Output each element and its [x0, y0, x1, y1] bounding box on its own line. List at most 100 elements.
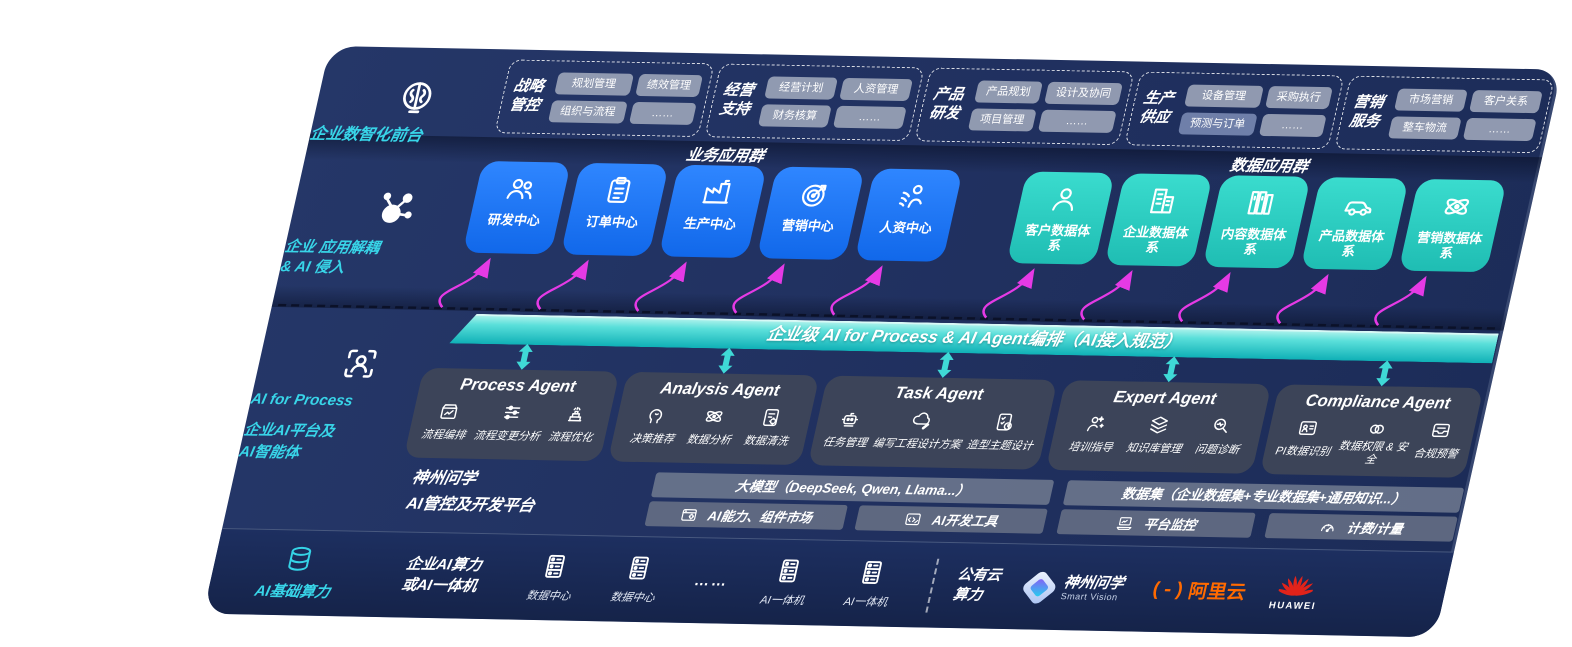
agent-capability: 知识库管理 — [1125, 414, 1189, 457]
ai-appliance-node: AI一体机 — [842, 558, 897, 610]
huawei-logo: HUAWEI — [1268, 573, 1323, 612]
data-tile-label: 客户数据体系 — [1023, 222, 1093, 253]
aliyun-logo-icon: (-) — [1148, 578, 1188, 601]
front-group-name: 产品研发 — [927, 85, 966, 123]
front-chip: …… — [1258, 113, 1327, 138]
front-chip: 财务核算 — [757, 104, 832, 128]
agent-capability: 问题诊断 — [1193, 415, 1246, 458]
front-group-chips: 设备管理 采购执行 预测与订单 …… — [1177, 84, 1333, 138]
capability-label: 合规预警 — [1412, 447, 1460, 461]
app-tile-label: 人资中心 — [878, 219, 934, 236]
node-label: 数据中心 — [609, 591, 656, 605]
agent-items: PI数据识别 数据权限 & 安全 合规预警 — [1262, 416, 1477, 468]
person-icon — [1045, 183, 1084, 215]
platform-tool-devtool: AI开发工具 — [854, 505, 1048, 534]
front-chip: 项目管理 — [967, 108, 1037, 132]
data-tile-label: 内容数据体系 — [1219, 226, 1289, 257]
app-tile-label: 研发中心 — [486, 212, 542, 229]
front-group-name: 战略管控 — [507, 77, 546, 115]
clipboard-icon — [599, 174, 638, 206]
database-icon — [281, 544, 318, 574]
head-chat-icon — [644, 404, 671, 426]
layers-icon — [1146, 414, 1173, 436]
infra-rail: AI基础算力 — [226, 543, 367, 602]
orchestration-bar: 企业级 AI for Process & AI Agent编排（AI接入规范） — [449, 313, 1498, 363]
capability-label: 培训指导 — [1067, 441, 1114, 455]
columns-icon — [1241, 187, 1280, 219]
agent-capability: 编写工程设计方案 — [871, 409, 968, 453]
agent-capability: 合规预警 — [1412, 419, 1465, 462]
ai-appliance-node: AI一体机 — [759, 557, 814, 609]
front-chip: 预测与订单 — [1177, 112, 1258, 136]
infra-band: AI基础算力 企业AI算力 或AI一体机 数据中心 数据中心 …… AI一体机 … — [203, 528, 1455, 638]
capability-label: 知识库管理 — [1124, 442, 1183, 456]
cloud-pen-icon — [909, 409, 936, 431]
data-tile-label: 产品数据体系 — [1317, 228, 1387, 259]
agent-capability: 流程优化 — [547, 402, 600, 445]
front-groups-row: 战略管控 规划管理 绩效管理 组织与流程 …… 经营支持 经营计划 人资管理 财… — [494, 59, 1555, 154]
people-motion-icon — [893, 180, 932, 212]
platform-tool-label: 平台监控 — [1142, 516, 1198, 533]
front-group-operation: 经营支持 经营计划 人资管理 财务核算 …… — [704, 63, 925, 142]
front-chip: …… — [832, 105, 907, 129]
infra-label: AI基础算力 — [252, 582, 332, 602]
person-spark-icon — [1082, 413, 1109, 435]
data-tile-label: 企业数据体系 — [1121, 224, 1191, 255]
agent-card-compliance: Compliance Agent PI数据识别 数据权限 & 安全 合规预警 — [1259, 384, 1484, 478]
agent-capability: 数据分析 — [685, 405, 738, 448]
smart-vision-logo-icon — [1021, 568, 1059, 606]
server-icon — [538, 552, 572, 580]
data-tile-customer: 客户数据体系 — [1006, 171, 1115, 265]
app-tile-marketing-center: 营销中心 — [756, 166, 865, 260]
checklist-icon — [992, 411, 1019, 433]
ellipsis-more-nodes: …… — [692, 572, 731, 590]
agent-capability: 数据清洗 — [742, 406, 795, 449]
aliyun-logo: (-) 阿里云 — [1148, 576, 1249, 605]
agent-title: Compliance Agent — [1303, 391, 1453, 413]
rings-icon — [1364, 418, 1391, 440]
app-tile-rnd-center: 研发中心 — [462, 160, 572, 255]
capability-label: 流程变更分析 — [472, 429, 542, 444]
public-cloud-label: 公有云 算力 — [951, 566, 1003, 606]
node-label: AI一体机 — [759, 594, 806, 608]
smart-vision-logo-sub: Smart Vision — [1059, 591, 1119, 603]
front-chip: 整车物流 — [1387, 116, 1462, 140]
public-cloud-line: 算力 — [951, 586, 985, 604]
huawei-logo-icon — [1276, 575, 1316, 596]
front-chip: …… — [628, 101, 697, 125]
app-tile-label: 营销中心 — [780, 217, 836, 234]
agent-items: 任务管理 编写工程设计方案 造型主题设计 — [811, 407, 1050, 453]
agent-items: 培训指导 知识库管理 问题诊断 — [1049, 412, 1264, 458]
platform-tool-label: AI能力、组件市场 — [706, 508, 814, 526]
building-icon — [1143, 185, 1182, 217]
agent-card-task: Task Agent 任务管理 编写工程设计方案 造型主题设计 — [807, 375, 1058, 470]
node-label: AI一体机 — [842, 595, 889, 609]
server-icon — [855, 558, 889, 586]
capability-label: 问题诊断 — [1193, 443, 1241, 457]
front-chip: 市场营销 — [1394, 88, 1468, 112]
data-tile-content: 内容数据体系 — [1202, 175, 1311, 269]
doc-gear-icon — [758, 406, 785, 428]
enterprise-compute-label: 企业AI算力 或AI一体机 — [382, 555, 501, 597]
capability-label: 数据清洗 — [742, 435, 790, 448]
front-chip: 设备管理 — [1184, 84, 1264, 108]
smart-vision-logo-text: 神州问学 — [1062, 573, 1126, 593]
front-chip: 设计及协同 — [1043, 81, 1123, 106]
atom-icon — [701, 405, 728, 427]
front-chip: 经营计划 — [764, 76, 839, 100]
capability-label: 数据权限 & 安全 — [1337, 440, 1409, 466]
molecule-icon — [369, 187, 423, 232]
front-chip: 组织与流程 — [547, 100, 628, 124]
dataset-bar: 数据集（企业数据集+专业数据集+通用知识...） — [1062, 480, 1465, 513]
market-icon — [678, 505, 700, 523]
front-chip: 人资管理 — [839, 77, 913, 102]
platform-tool-label: 计费/计量 — [1345, 520, 1405, 537]
users-icon — [501, 172, 540, 204]
car-icon — [1339, 189, 1378, 221]
front-group-chips: 经营计划 人资管理 财务核算 …… — [757, 76, 913, 129]
agent-capability: 流程变更分析 — [472, 401, 547, 444]
agent-capability: 任务管理 — [821, 408, 874, 451]
node-label: 数据中心 — [525, 589, 572, 603]
data-tile-marketing: 营销数据体系 — [1398, 178, 1507, 273]
front-group-chips: 市场营销 客户关系 整车物流 …… — [1387, 88, 1543, 142]
